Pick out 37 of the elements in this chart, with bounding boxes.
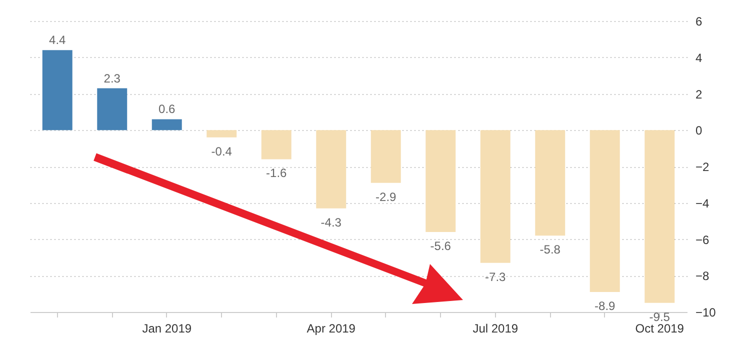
bar xyxy=(42,50,72,130)
data-label: 0.6 xyxy=(158,102,176,116)
bar xyxy=(206,130,237,138)
y-tick-label: −4 xyxy=(696,196,710,210)
bar xyxy=(644,130,675,303)
x-tick-label: Apr 2019 xyxy=(306,322,356,336)
data-label: -5.8 xyxy=(540,242,561,257)
data-label: -5.6 xyxy=(430,238,452,253)
y-tick-label: 6 xyxy=(696,14,702,28)
bar xyxy=(480,130,510,263)
y-tick-label: −2 xyxy=(696,160,710,174)
y-tick-label: 0 xyxy=(696,124,702,138)
data-label: 2.3 xyxy=(104,71,121,86)
data-label: -0.4 xyxy=(211,144,232,158)
data-label: -4.3 xyxy=(320,215,342,230)
data-label: 4.4 xyxy=(49,33,66,48)
x-tick-label: Jul 2019 xyxy=(472,322,518,336)
y-tick-label: 4 xyxy=(696,50,702,65)
y-tick-label: −10 xyxy=(696,306,716,320)
y-tick-label: 2 xyxy=(696,87,702,102)
bar xyxy=(97,88,128,130)
bar xyxy=(152,119,182,130)
x-tick-label: Oct 2019 xyxy=(635,322,684,336)
x-tick-label: Jan 2019 xyxy=(142,322,192,336)
bar xyxy=(535,130,566,236)
data-label: -1.6 xyxy=(266,166,288,180)
y-tick-label: −8 xyxy=(696,269,710,284)
y-tick-label: −6 xyxy=(696,232,710,247)
bar xyxy=(590,130,620,292)
bar xyxy=(316,130,346,208)
bar xyxy=(426,130,456,232)
bar xyxy=(261,130,292,160)
data-label: -8.9 xyxy=(594,298,616,313)
bar xyxy=(370,130,401,183)
data-label: -9.5 xyxy=(649,310,670,324)
data-label: -7.3 xyxy=(485,270,506,284)
data-label: -2.9 xyxy=(376,190,397,204)
